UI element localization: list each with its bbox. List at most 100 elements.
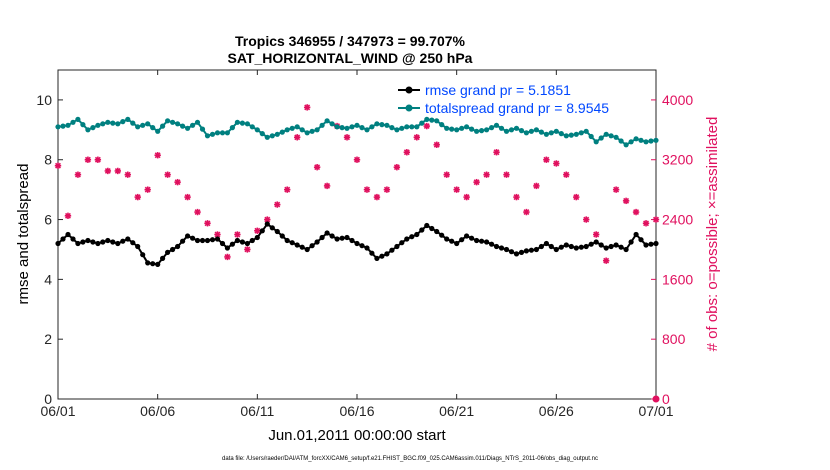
point-obs-assimilated <box>413 134 420 141</box>
point-totalspread <box>244 121 250 127</box>
legend-rmse-label: rmse grand pr = 5.1851 <box>425 82 571 98</box>
point-rmse <box>479 238 485 244</box>
point-totalspread <box>364 127 370 133</box>
point-rmse <box>628 239 634 245</box>
obs-marker-stroke <box>224 253 231 260</box>
obs-marker-stroke <box>493 149 500 156</box>
point-rmse <box>588 241 594 247</box>
point-obs-assimilated <box>433 141 440 148</box>
point-rmse <box>190 235 196 241</box>
obs-marker-stroke <box>413 134 420 141</box>
obs-marker-stroke <box>403 149 410 156</box>
point-rmse <box>379 253 385 259</box>
point-rmse <box>623 246 629 253</box>
obs-marker-stroke <box>134 194 141 201</box>
point-rmse <box>199 237 206 244</box>
point-totalspread <box>523 130 530 136</box>
point-obs-assimilated <box>114 167 121 175</box>
point-totalspread <box>399 125 405 131</box>
obs-marker-stroke <box>513 194 520 201</box>
point-rmse <box>603 245 609 251</box>
point-rmse <box>170 246 176 253</box>
obs-marker-stroke <box>563 171 570 178</box>
point-rmse <box>434 228 440 235</box>
obs-marker-stroke <box>473 179 480 186</box>
point-obs-assimilated <box>403 149 411 156</box>
point-totalspread <box>533 127 540 133</box>
point-totalspread <box>329 121 335 127</box>
point-totalspread <box>583 128 589 134</box>
point-rmse <box>135 243 141 250</box>
point-totalspread <box>339 125 345 131</box>
point-totalspread <box>269 133 275 139</box>
point-obs-assimilated <box>583 216 590 223</box>
point-rmse <box>533 246 540 253</box>
point-totalspread <box>150 125 156 131</box>
point-totalspread <box>518 128 525 134</box>
y-tick-label-left: 2 <box>44 331 52 347</box>
obs-marker-stroke <box>84 156 91 163</box>
x-tick-label: 06/11 <box>240 403 274 419</box>
point-totalspread <box>60 123 66 129</box>
point-totalspread <box>439 122 445 128</box>
point-totalspread <box>234 119 240 125</box>
point-rmse <box>449 238 455 244</box>
point-rmse <box>583 243 589 250</box>
point-rmse <box>304 246 310 253</box>
y-tick-label-left: 0 <box>44 391 52 407</box>
point-rmse <box>214 236 221 242</box>
point-totalspread <box>90 125 96 131</box>
y-tick-label-left: 4 <box>44 271 52 287</box>
point-rmse <box>608 243 614 250</box>
point-obs-assimilated <box>184 193 191 201</box>
obs-marker-stroke <box>643 220 649 227</box>
point-rmse <box>638 237 644 243</box>
obs-marker-stroke <box>583 216 590 223</box>
point-obs-assimilated <box>593 231 600 238</box>
point-totalspread <box>648 138 654 144</box>
point-obs-assimilated <box>124 171 131 178</box>
point-rmse <box>165 249 171 255</box>
point-rmse <box>613 242 619 248</box>
point-rmse <box>194 237 201 244</box>
point-totalspread <box>185 125 191 131</box>
point-obs-possible <box>652 395 660 403</box>
point-rmse <box>493 243 500 250</box>
point-rmse <box>249 237 255 244</box>
point-rmse <box>160 255 166 261</box>
point-obs-assimilated <box>483 171 490 178</box>
point-totalspread <box>334 124 340 130</box>
point-totalspread <box>359 125 365 131</box>
point-rmse <box>254 234 260 241</box>
point-rmse <box>653 240 659 247</box>
point-rmse <box>454 240 460 247</box>
point-rmse <box>75 240 81 247</box>
obs-marker-stroke <box>74 171 81 178</box>
point-totalspread <box>618 138 624 144</box>
point-rmse <box>618 244 624 250</box>
point-totalspread <box>653 137 659 143</box>
point-rmse <box>359 243 365 249</box>
point-rmse <box>110 239 116 245</box>
point-obs-assimilated <box>632 208 640 216</box>
point-totalspread <box>309 128 315 134</box>
point-obs-assimilated <box>533 182 540 190</box>
point-totalspread <box>459 125 465 131</box>
point-totalspread <box>204 133 211 139</box>
point-totalspread <box>598 135 604 141</box>
point-rmse <box>374 255 380 261</box>
point-totalspread <box>239 120 245 126</box>
point-totalspread <box>324 118 330 124</box>
obs-marker-stroke <box>533 182 540 189</box>
y-tick-label-left: 6 <box>44 212 52 228</box>
point-obs-assimilated <box>94 156 102 163</box>
point-totalspread <box>229 125 235 131</box>
point-totalspread <box>498 125 505 131</box>
point-totalspread <box>633 136 639 142</box>
point-obs-assimilated <box>74 171 82 178</box>
point-rmse <box>394 243 400 250</box>
plot-area <box>57 69 657 400</box>
obs-marker-stroke <box>144 186 151 193</box>
point-rmse <box>100 239 106 245</box>
point-obs-assimilated <box>363 186 371 193</box>
